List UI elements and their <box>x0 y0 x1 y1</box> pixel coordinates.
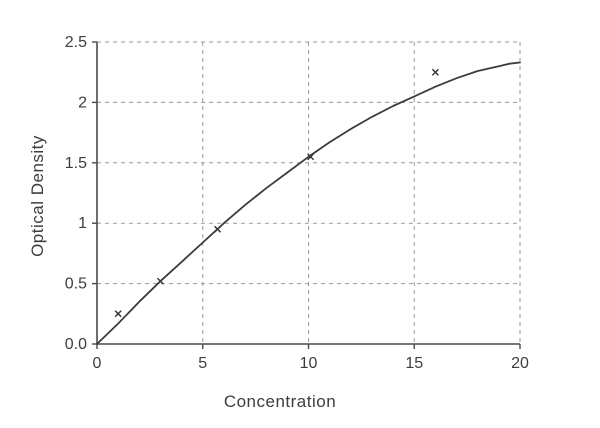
y-tick-label: 2 <box>78 94 87 111</box>
y-tick-label: 1.5 <box>65 155 87 172</box>
x-tick-label: 20 <box>511 355 529 372</box>
y-tick-label: 2.5 <box>65 34 87 51</box>
x-tick-label: 10 <box>300 355 318 372</box>
fitted-curve <box>96 61 521 345</box>
x-axis-title: Concentration <box>223 392 337 411</box>
x-tick-label: 5 <box>198 355 207 372</box>
x-tick-label: 0 <box>93 355 102 372</box>
y-axis-title: Optical Density <box>28 135 47 257</box>
y-tick-label: 0.5 <box>65 276 87 293</box>
y-tick-label: 0.0 <box>65 336 87 353</box>
data-point-marker <box>431 68 439 76</box>
y-tick-label: 1 <box>78 215 87 232</box>
x-tick-label: 15 <box>405 355 423 372</box>
data-point-marker <box>114 310 122 318</box>
